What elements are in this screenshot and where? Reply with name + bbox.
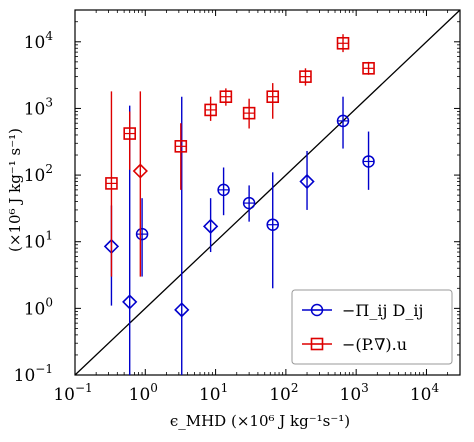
axis-ticks: 10−1 100 101 102 103 104 10−1 100 101 102 103 104 [14,9,461,405]
marker-diamond [299,173,315,190]
data-point [242,185,256,222]
series-2 [105,34,375,277]
point-marker [266,90,280,104]
plot-area [74,9,461,376]
x-tick-label: 101 [199,381,228,405]
point-marker [135,227,149,241]
marker-diamond [132,163,148,179]
legend-box [291,289,453,365]
point-marker [217,183,230,197]
point-marker [105,177,118,190]
x-tick-label: 10−1 [53,381,92,405]
reference-line [74,9,461,376]
point-marker [123,127,136,140]
data-point [217,167,230,216]
data-point [132,91,148,277]
point-marker [336,114,350,128]
y-tick-label: 100 [24,295,53,319]
y-tick-label: 104 [24,29,54,53]
point-marker [174,140,188,153]
data-point [242,98,256,129]
point-marker [174,302,190,318]
legend-label: −(P.∇).u [342,335,407,354]
data-point [174,123,188,190]
data-point [336,34,350,53]
x-tick-label: 100 [129,381,158,405]
point-marker [122,294,138,310]
point-marker [336,36,350,50]
data-point [362,61,375,75]
y-tick-label: 101 [24,229,53,253]
legend-label: −Π_ij D_ij [342,301,423,320]
data-point [336,96,350,149]
y-tick-label: 10−1 [14,362,53,386]
data-point [266,172,279,289]
marker-diamond [174,302,190,318]
x-tick-label: 102 [269,381,298,405]
point-marker [242,106,256,120]
x-tick-label: 104 [410,381,440,405]
marker-diamond [122,294,138,310]
point-marker [266,218,279,231]
point-marker [299,173,315,190]
data-point [135,198,149,277]
point-marker [132,163,148,179]
plot-frame [74,9,461,376]
data-point [299,150,315,210]
point-marker [242,196,256,210]
y-tick-label: 102 [24,162,53,186]
data-point [266,83,280,119]
x-axis-label: ϵ_MHD (×10⁶ J kg⁻¹s⁻¹) [170,412,350,430]
data-point [299,68,312,86]
marker-diamond [202,218,219,234]
data-point [219,88,233,106]
data-layer [103,34,375,375]
point-marker [219,90,233,104]
data-point [204,96,217,121]
point-marker [362,155,375,168]
point-marker [362,62,375,75]
legend-item-2: −(P.∇).u [302,335,407,354]
point-marker [202,218,219,234]
legend-marker [310,303,324,317]
point-marker [299,70,312,83]
data-point [123,111,136,170]
legend-marker [310,337,324,351]
data-point [362,131,375,190]
data-point [174,96,190,375]
legend: −Π_ij D_ij −(P.∇).u [291,289,453,365]
data-point [105,91,118,277]
point-marker [204,103,217,117]
x-tick-label: 103 [340,381,369,405]
data-point [202,198,219,253]
y-axis-label: (×10⁶ J kg⁻¹ s⁻¹) [6,128,24,252]
y-tick-label: 103 [24,95,53,119]
legend-item-1: −Π_ij D_ij [302,301,423,320]
